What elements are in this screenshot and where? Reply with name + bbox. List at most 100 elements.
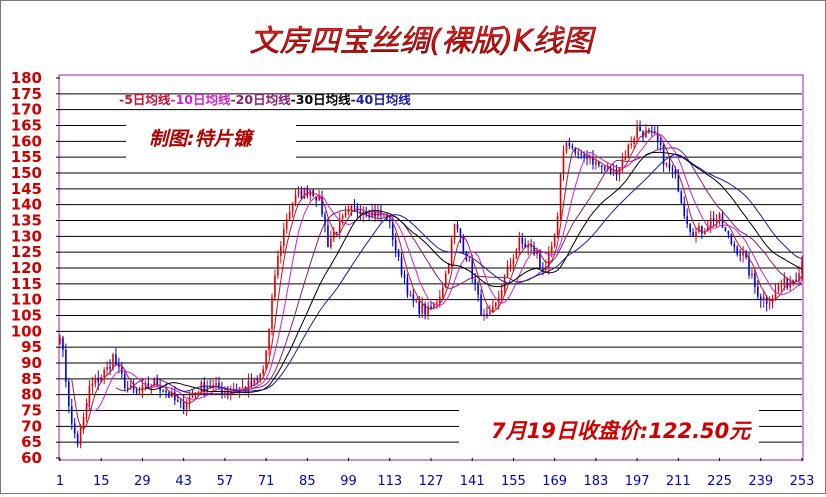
candle-body [721, 214, 724, 228]
candle-body [550, 245, 553, 253]
candle-body [412, 294, 415, 302]
candle-body [456, 224, 459, 229]
candle-body [427, 306, 429, 315]
candle-body [321, 196, 323, 215]
candle-body [280, 245, 282, 256]
y-axis-ticks: 1801751701651601551501451401351301251201… [11, 69, 60, 467]
candle-body [659, 142, 662, 146]
candle-body [665, 163, 668, 165]
legend-entry: -10日均线 [170, 92, 231, 107]
candle-body [518, 237, 521, 251]
y-tick-label: 70 [21, 417, 42, 435]
candle-body [751, 273, 753, 276]
close-note: 7月19日收盘价:122.50元 [491, 419, 752, 443]
candle-body [662, 145, 665, 165]
x-tick-label: 43 [175, 474, 192, 489]
y-tick-label: 130 [11, 227, 42, 245]
candle-body [100, 377, 103, 383]
legend-entry: -40日均线 [351, 92, 412, 107]
candle-body [247, 381, 250, 391]
candle-body [695, 231, 697, 237]
candle-body [241, 386, 244, 388]
candle-body [489, 312, 491, 315]
candle-body [285, 219, 288, 229]
x-tick-label: 71 [258, 474, 275, 489]
candle-body [94, 377, 97, 384]
chart-title: 文房四宝丝绸(裸版)K线图 [249, 24, 596, 59]
x-tick-label: 169 [542, 474, 567, 489]
author-label-backdrop [126, 119, 296, 159]
candle-body [88, 385, 91, 404]
candle-body [453, 224, 456, 240]
candle-body [209, 386, 211, 389]
candle-body [553, 234, 556, 246]
candle-body [112, 354, 114, 369]
candle-body [91, 383, 94, 386]
candle-body [709, 218, 712, 228]
candle-body [350, 205, 353, 210]
candle-body [539, 252, 541, 269]
candle-body [141, 385, 144, 392]
candle-body [191, 394, 194, 398]
candle-body [188, 397, 191, 404]
candle-body [718, 214, 721, 220]
candle-body [471, 259, 474, 280]
candle-body [132, 385, 135, 391]
candle-body [674, 170, 677, 175]
candle-body [704, 231, 706, 234]
candle-body [742, 251, 744, 256]
candle-body [97, 377, 100, 383]
candle-body [362, 212, 365, 215]
candle-body [415, 300, 418, 302]
candle-body [801, 260, 803, 274]
candle-body [527, 245, 529, 248]
legend-entry: -30日均线 [291, 92, 352, 107]
legend: -5日均线-10日均线-20日均线-30日均线-40日均线 [119, 92, 411, 107]
candle-body [59, 337, 61, 344]
candle-body [147, 383, 150, 388]
candle-body [474, 279, 476, 285]
candle-body [344, 212, 347, 216]
x-tick-label: 183 [583, 474, 608, 489]
candle-body [271, 297, 273, 329]
candle-body [126, 387, 129, 389]
candle-body [227, 392, 229, 394]
y-tick-label: 165 [11, 117, 42, 135]
candle-body [439, 296, 441, 303]
candle-body [777, 286, 780, 290]
candle-body [739, 254, 741, 256]
candle-body [353, 205, 356, 207]
candle-body [574, 147, 577, 154]
candle-body [306, 187, 309, 196]
candle-body [468, 259, 471, 261]
candle-body [677, 174, 680, 192]
candle-body [524, 243, 527, 248]
candle-body [542, 268, 544, 271]
candle-body [433, 303, 435, 309]
candle-body [430, 306, 432, 309]
candle-body [400, 256, 403, 275]
candle-body [333, 231, 335, 239]
y-tick-label: 170 [11, 101, 42, 119]
candle-body [441, 287, 444, 297]
candle-body [480, 294, 482, 316]
candle-body [712, 218, 715, 221]
candle-body [115, 354, 117, 365]
candle-body [497, 297, 500, 303]
candle-body [545, 267, 547, 271]
candle-body [759, 296, 762, 301]
candle-body [765, 296, 768, 304]
candle-body [274, 275, 276, 298]
y-tick-label: 180 [11, 69, 42, 87]
candle-body [648, 129, 650, 131]
candle-body [330, 238, 332, 248]
candle-body [253, 378, 256, 386]
candle-body [724, 227, 727, 231]
candle-body [509, 264, 512, 267]
y-tick-label: 150 [11, 164, 42, 182]
candle-body [383, 213, 385, 216]
candle-body [138, 391, 141, 393]
candle-body [215, 382, 217, 386]
candle-body [583, 154, 585, 158]
candle-body [754, 273, 756, 287]
